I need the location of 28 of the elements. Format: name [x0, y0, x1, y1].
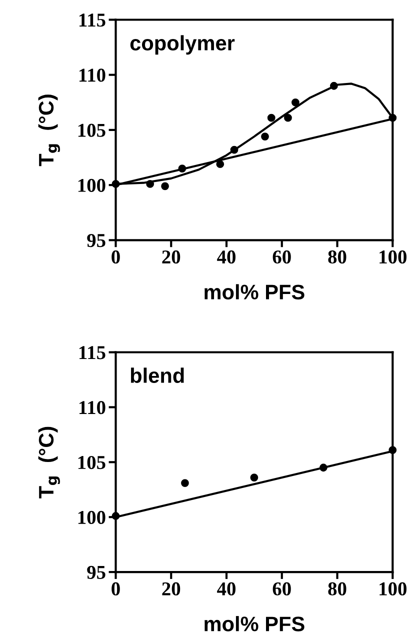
x-tick-label: 60	[272, 582, 291, 596]
y-tick-label: 100	[78, 178, 106, 192]
x-tick-label: 60	[272, 250, 291, 264]
x-tick-label: 80	[328, 582, 346, 596]
x-tick-label: 40	[217, 582, 236, 596]
y-tick-label: 115	[79, 346, 106, 360]
annotation: copolymer	[130, 35, 235, 55]
x-tick-label: 40	[217, 250, 236, 264]
y-tick-label: 110	[79, 68, 106, 82]
y-axis-title: T$_{g}$ (°C)	[38, 94, 60, 166]
x-tick-label: 100	[380, 250, 406, 264]
x-tick-label: 20	[162, 582, 180, 596]
x-tick-label: 0	[112, 250, 120, 264]
y-axis-title: T$_{g}$ (°C)	[38, 426, 60, 498]
x-tick-label: 100	[380, 582, 406, 596]
y-tick-label: 100	[78, 510, 106, 524]
y-tick-label: 110	[79, 401, 106, 414]
x-tick-label: 80	[328, 250, 346, 264]
x-tick-label: 20	[162, 250, 180, 264]
x-axis-title: mol% PFS	[204, 284, 304, 300]
annotation: blend	[130, 368, 184, 383]
y-tick-label: 115	[79, 14, 106, 27]
x-axis-title: mol% PFS	[204, 616, 304, 632]
x-tick-label: 0	[112, 582, 120, 596]
y-tick-label: 95	[87, 234, 106, 248]
y-tick-label: 105	[78, 124, 106, 137]
y-tick-label: 105	[78, 456, 106, 470]
y-tick-label: 95	[87, 566, 106, 579]
